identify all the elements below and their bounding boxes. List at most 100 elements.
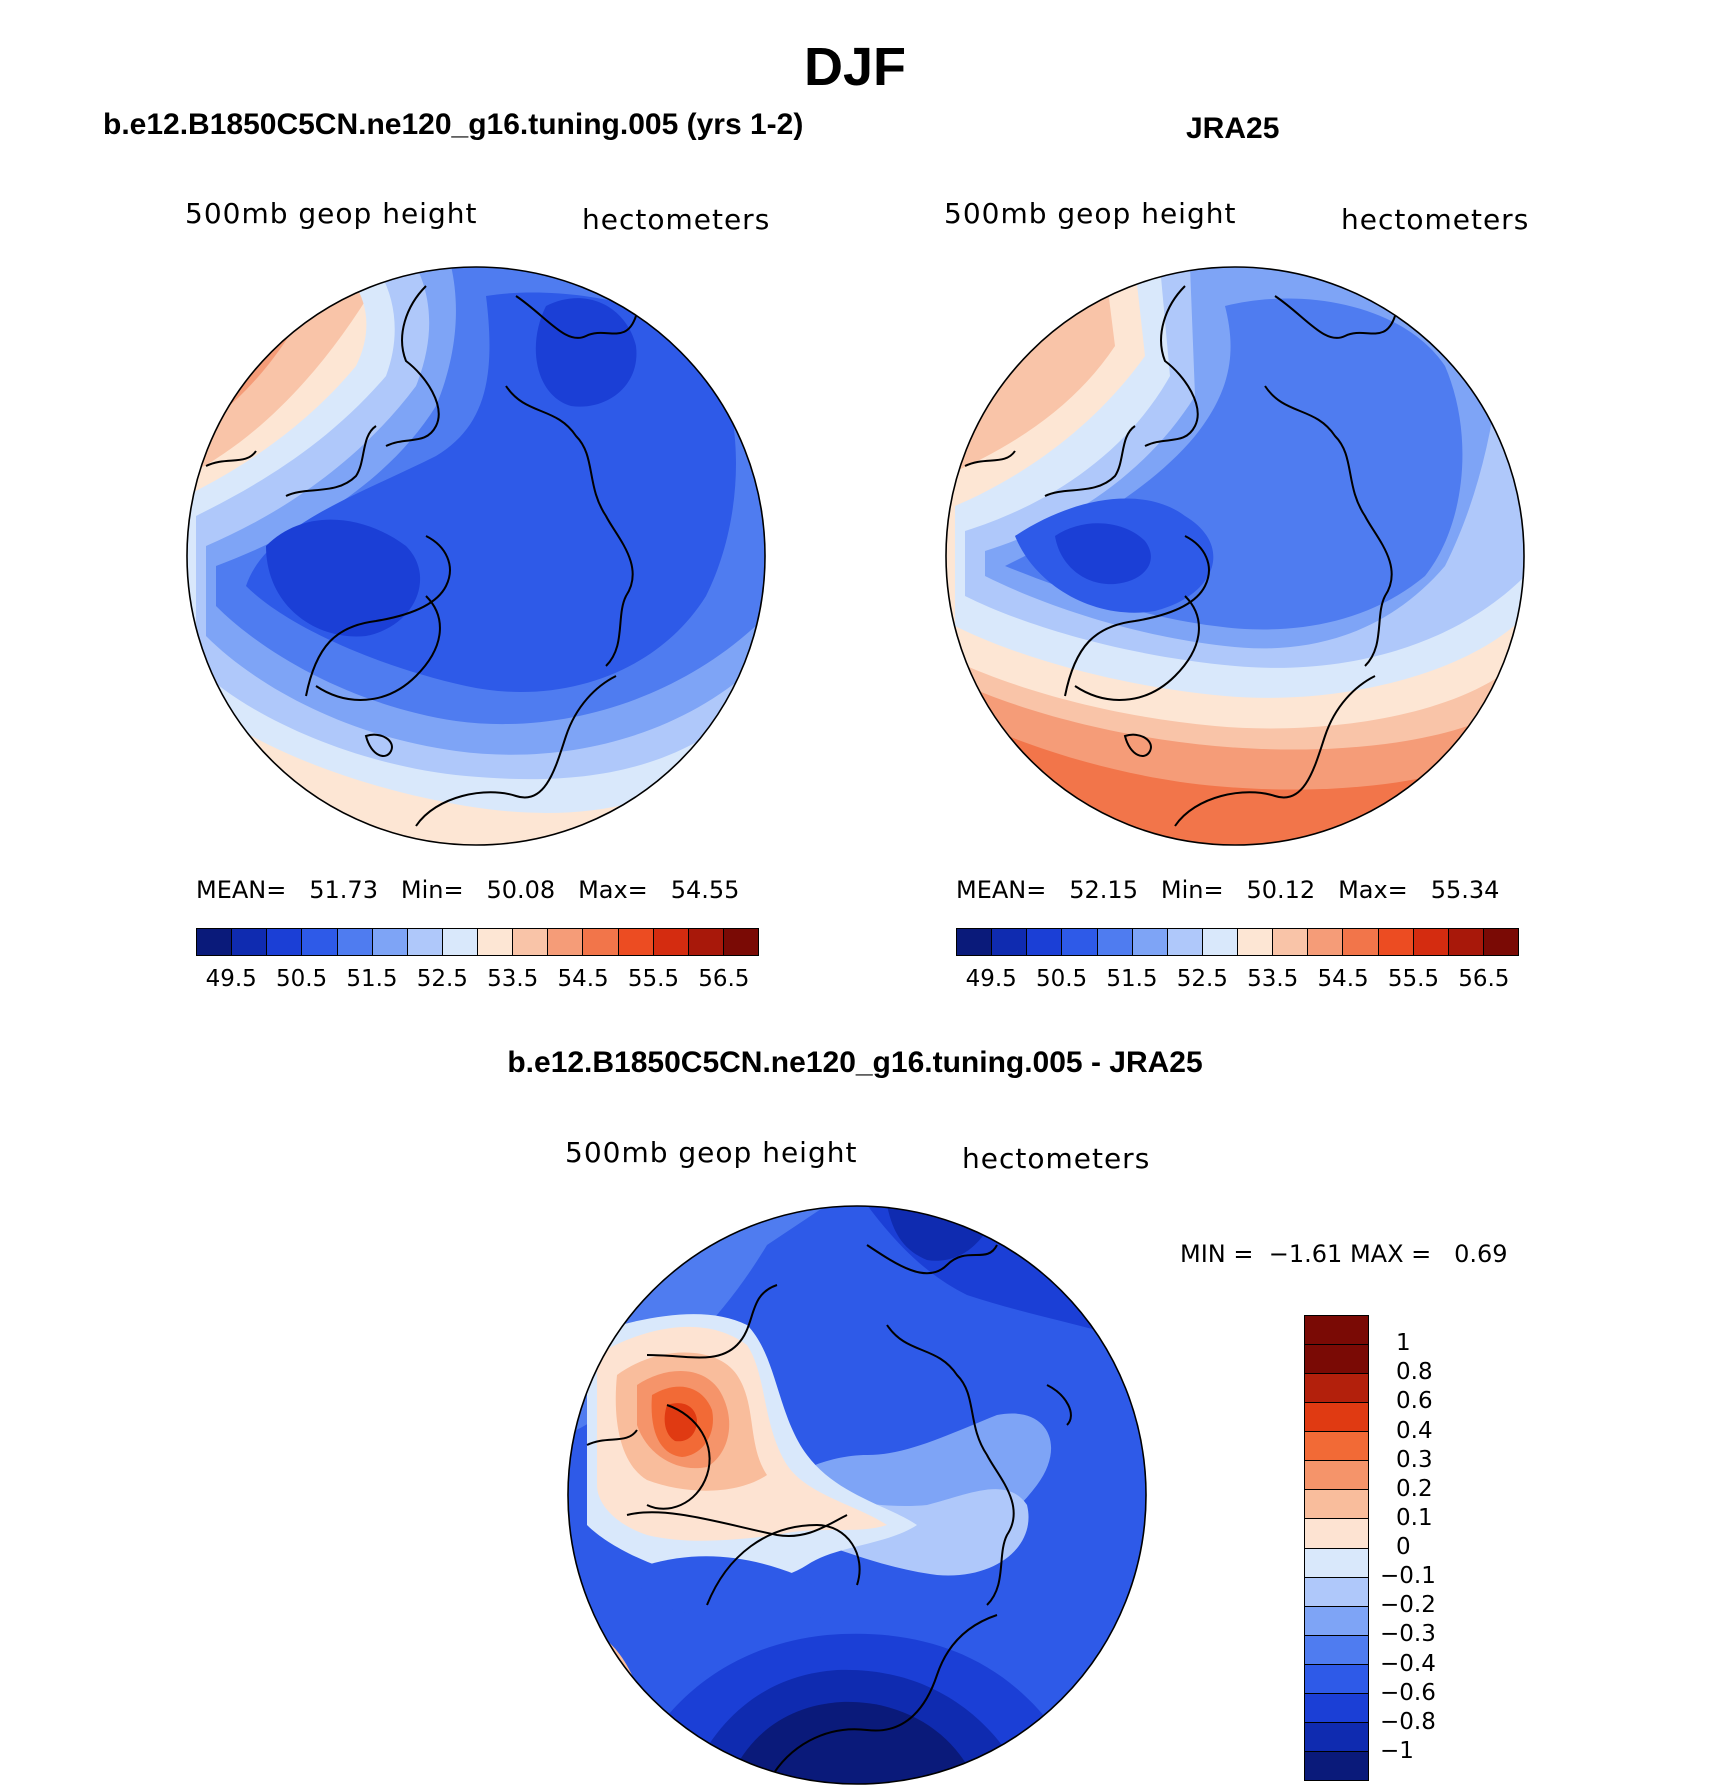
diff-colorbar-label: 0.6 [1396,1388,1433,1415]
model-colorbar-tick-label: 50.5 [275,966,328,992]
model-colorbar-swatch [302,929,338,955]
obs-colorbar-swatch [1343,929,1379,955]
model-variable-label: 500mb geop height [185,197,478,230]
diff-colorbar-swatch [1305,1751,1368,1780]
obs-variable-label: 500mb geop height [944,197,1237,230]
diff-colorbar-swatch [1305,1519,1368,1549]
model-min-value: 50.08 [486,876,556,904]
obs-colorbar-swatch [1097,929,1133,955]
diff-colorbar-swatch [1305,1606,1368,1636]
diff-colorbar-label: 1 [1396,1330,1411,1357]
model-colorbar-tick-label: 55.5 [627,966,680,992]
model-colorbar-swatch [337,929,373,955]
diff-colorbar-label: 0.8 [1396,1359,1433,1386]
model-colorbar-tick-label: 53.5 [487,966,539,992]
obs-max-value: 55.34 [1430,876,1500,904]
obs-colorbar-tick-label: 50.5 [1035,966,1088,992]
diff-colorbar-label: −0.2 [1380,1592,1436,1619]
model-colorbar-swatch [723,929,758,955]
obs-colorbar-tick-label: 49.5 [965,966,1017,992]
obs-colorbar-swatch [957,929,993,955]
diff-colorbar-swatch [1305,1664,1368,1694]
obs-colorbar-swatch [1027,929,1063,955]
obs-mean-value: 52.15 [1069,876,1138,904]
model-colorbar-swatch [513,929,549,955]
model-min-label: Min= [400,876,464,904]
diff-max-value: 0.69 [1454,1240,1508,1268]
obs-colorbar-swatch [1132,929,1168,955]
model-colorbar-tick-label: 56.5 [698,966,750,992]
model-colorbar-swatch [688,929,724,955]
diff-colorbar [1304,1315,1369,1781]
diff-colorbar-swatch [1305,1722,1368,1752]
model-colorbar-swatch [548,929,584,955]
obs-colorbar-tick-label: 56.5 [1458,966,1510,992]
obs-colorbar-swatch [1308,929,1344,955]
model-colorbar-swatch [372,929,408,955]
diff-colorbar-label: −0.8 [1380,1708,1436,1735]
model-colorbar-swatch [442,929,478,955]
obs-mean-label: MEAN= [956,876,1047,904]
model-units-label: hectometers [582,203,771,236]
obs-colorbar-swatch [1483,929,1518,955]
obs-units-label: hectometers [1341,203,1530,236]
model-colorbar-ticks: 49.5 50.5 51.5 52.5 53.5 54.5 55.5 56.5 [196,966,759,996]
model-panel-title: b.e12.B1850C5CN.ne120_g16.tuning.005 (yr… [103,108,804,141]
diff-colorbar-swatch [1305,1635,1368,1665]
model-colorbar [196,928,759,956]
diff-colorbar-label: −1 [1380,1737,1414,1764]
diff-polar-map [567,1205,1147,1785]
model-colorbar-swatch [583,929,619,955]
model-colorbar-swatch [267,929,303,955]
obs-polar-map [945,266,1525,846]
diff-min-value: −1.61 [1268,1240,1343,1268]
model-mean-value: 51.73 [309,876,378,904]
diff-colorbar-labels: 1 0.8 0.6 0.4 0.3 0.2 0.1 0 −0.1 −0.2 −0.3 −0.4 −0.6… [1380,1315,1500,1781]
obs-colorbar [956,928,1519,956]
diff-colorbar-swatch [1305,1403,1368,1433]
diff-variable-label: 500mb geop height [565,1136,858,1169]
diff-colorbar-swatch [1305,1490,1368,1520]
model-colorbar-swatch [407,929,443,955]
obs-panel-title: JRA25 [1186,112,1280,145]
diff-colorbar-swatch [1305,1345,1368,1375]
model-colorbar-swatch [478,929,514,955]
obs-colorbar-swatch [1167,929,1203,955]
diff-colorbar-label: 0.1 [1396,1504,1433,1531]
obs-colorbar-swatch [1378,929,1414,955]
obs-colorbar-tick-label: 55.5 [1387,966,1440,992]
diff-colorbar-label: 0 [1396,1534,1411,1560]
obs-colorbar-swatch [1448,929,1484,955]
obs-colorbar-tick-label: 54.5 [1317,966,1369,992]
obs-colorbar-tick-label: 51.5 [1106,966,1158,992]
obs-max-label: Max= [1338,876,1408,904]
figure-title: DJF [803,37,906,97]
obs-colorbar-ticks: 49.5 50.5 51.5 52.5 53.5 54.5 55.5 56.5 [956,966,1519,996]
model-max-label: Max= [578,876,648,904]
diff-colorbar-label: 0.2 [1396,1475,1433,1502]
diff-colorbar-label: −0.1 [1380,1563,1436,1590]
model-colorbar-tick-label: 52.5 [416,966,468,992]
obs-colorbar-swatch [1413,929,1449,955]
diff-min-max: MIN = −1.61 MAX = 0.69 [1180,1240,1508,1268]
diff-colorbar-swatch [1305,1461,1368,1491]
diff-colorbar-swatch [1305,1374,1368,1404]
diff-colorbar-swatch [1305,1316,1368,1346]
model-colorbar-swatch [197,929,233,955]
diff-colorbar-swatch [1305,1693,1368,1723]
diff-colorbar-label: −0.3 [1380,1621,1436,1648]
diff-colorbar-label: −0.4 [1380,1650,1436,1677]
diff-max-label: MAX = [1349,1240,1432,1268]
diff-colorbar-swatch [1305,1432,1368,1462]
obs-colorbar-swatch [1062,929,1098,955]
diff-colorbar-swatch [1305,1577,1368,1607]
model-colorbar-swatch [232,929,268,955]
model-mean-label: MEAN= [196,876,287,904]
diff-units-label: hectometers [962,1142,1151,1175]
obs-min-value: 50.12 [1246,876,1316,904]
obs-colorbar-swatch [1273,929,1309,955]
diff-min-label: MIN = [1180,1240,1254,1268]
obs-colorbar-tick-label: 53.5 [1247,966,1299,992]
model-colorbar-tick-label: 54.5 [557,966,609,992]
model-colorbar-swatch [653,929,689,955]
